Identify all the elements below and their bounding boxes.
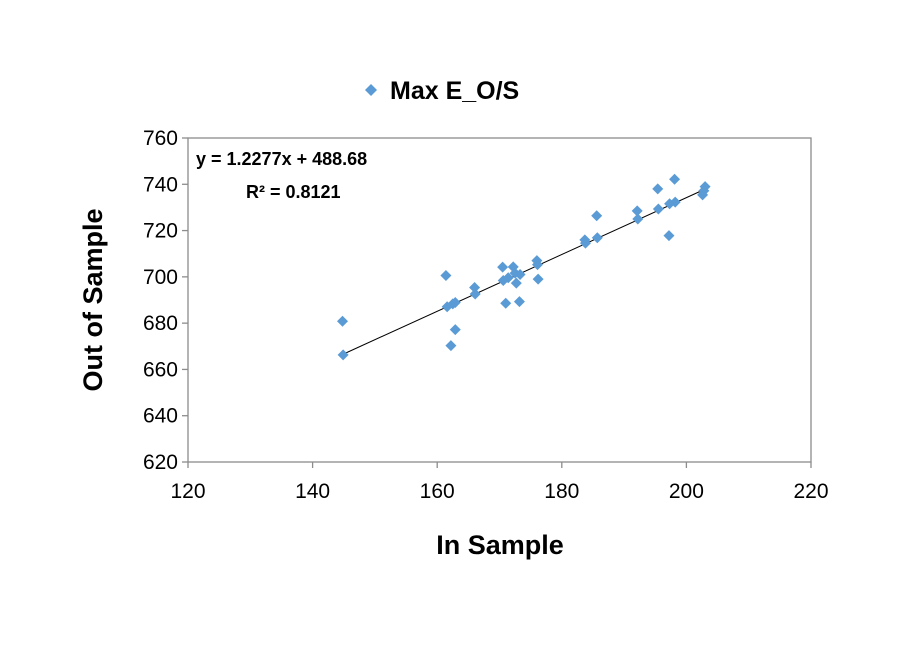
legend-marker <box>365 84 377 96</box>
x-axis-ticks: 120 140 160 180 200 220 <box>170 462 829 503</box>
data-point <box>497 261 509 273</box>
y-axis-title: Out of Sample <box>78 208 108 391</box>
data-point <box>652 183 664 195</box>
y-tick-label: 680 <box>143 312 178 335</box>
x-axis-title: In Sample <box>436 530 564 560</box>
y-tick-label: 760 <box>143 127 178 150</box>
data-point <box>532 259 544 271</box>
data-points <box>337 173 711 361</box>
legend-label: Max E_O/S <box>390 77 519 105</box>
data-point <box>631 205 643 217</box>
data-point <box>337 349 349 361</box>
data-point <box>514 269 526 281</box>
data-point <box>445 340 457 352</box>
data-point <box>337 315 349 327</box>
data-point <box>669 196 681 208</box>
trendline <box>342 188 706 355</box>
data-point <box>652 203 664 215</box>
trendline-equation: y = 1.2277x + 488.68 <box>196 149 367 169</box>
x-tick-label: 220 <box>793 480 828 503</box>
data-point <box>513 296 525 308</box>
y-tick-label: 720 <box>143 220 178 243</box>
data-point <box>632 213 644 225</box>
data-point <box>669 173 681 185</box>
data-point <box>510 277 522 289</box>
data-point <box>579 237 591 249</box>
y-tick-label: 620 <box>143 451 178 474</box>
x-tick-label: 140 <box>295 480 330 503</box>
data-point <box>699 181 711 193</box>
y-tick-label: 700 <box>143 266 178 289</box>
data-point <box>663 230 675 242</box>
data-point <box>502 272 514 284</box>
data-point <box>591 210 603 222</box>
data-point <box>591 232 603 244</box>
data-point <box>532 273 544 285</box>
y-axis-ticks: 620 640 660 680 700 720 740 760 <box>143 127 188 474</box>
x-tick-label: 160 <box>420 480 455 503</box>
data-point <box>500 297 512 309</box>
x-tick-label: 120 <box>170 480 205 503</box>
y-tick-label: 740 <box>143 173 178 196</box>
x-tick-label: 180 <box>544 480 579 503</box>
data-point <box>449 324 461 336</box>
legend: Max E_O/S <box>365 77 519 105</box>
x-tick-label: 200 <box>669 480 704 503</box>
data-point <box>440 269 452 281</box>
y-tick-label: 640 <box>143 405 178 428</box>
trendline-r-squared: R² = 0.8121 <box>246 182 341 202</box>
y-tick-label: 660 <box>143 358 178 381</box>
data-point <box>469 282 481 294</box>
data-point <box>449 297 461 309</box>
data-point <box>469 288 481 300</box>
